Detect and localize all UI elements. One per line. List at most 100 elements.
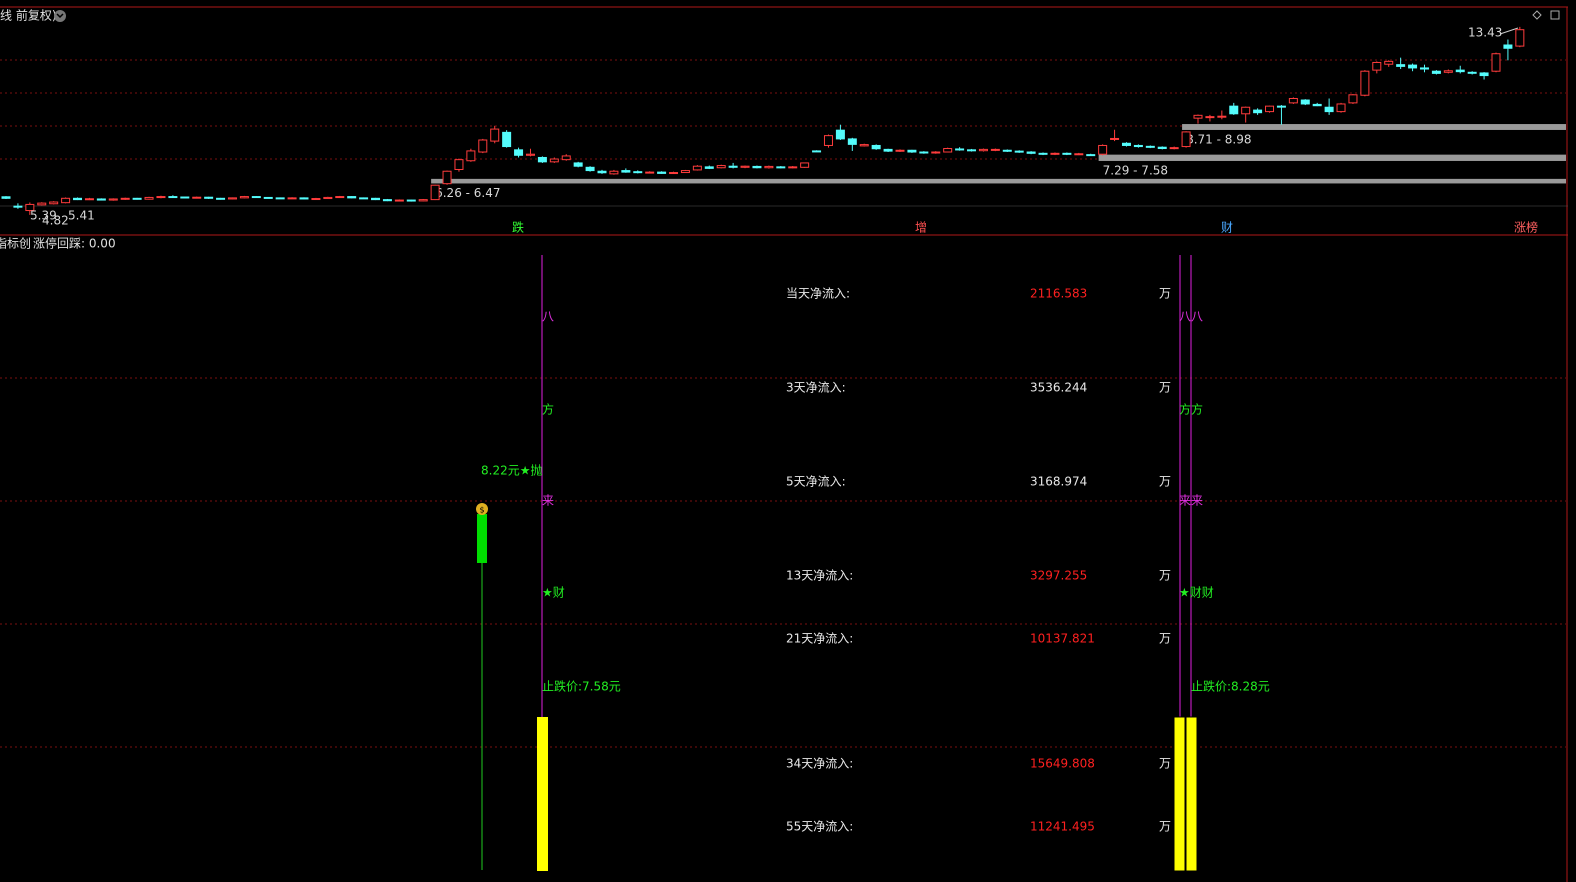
support-zone: [431, 178, 1566, 184]
candle-body: [1050, 152, 1060, 155]
inflow-value: 3297.255: [1030, 569, 1087, 583]
inflow-label: 当天净流入:: [786, 287, 850, 301]
candle-body: [1, 196, 11, 199]
candle-body: [1431, 70, 1441, 74]
inflow-label: 13天净流入:: [786, 569, 853, 583]
candle-body: [61, 197, 71, 204]
candle-body: [216, 197, 226, 200]
candle-body: [776, 166, 786, 169]
candle-body: [454, 159, 464, 170]
candle-body: [1479, 72, 1489, 77]
candle-body: [812, 150, 822, 153]
candle-body: [96, 198, 106, 201]
candle-body: [1086, 154, 1096, 157]
candle-body: [1014, 150, 1024, 153]
pointer-line: [1499, 27, 1519, 35]
signal-bar: [477, 514, 487, 563]
candle-body: [73, 197, 83, 201]
candle-body: [263, 196, 273, 199]
candle-body: [1372, 61, 1382, 71]
inflow-label: 34天净流入:: [786, 757, 853, 771]
icon[interactable]: [1532, 10, 1542, 20]
candle-body: [931, 151, 941, 154]
candle-body: [335, 196, 345, 199]
candle-body: [871, 144, 881, 150]
candle-body: [311, 198, 321, 201]
candle-body: [1193, 114, 1203, 119]
candle-body: [1062, 152, 1072, 155]
candle-body: [13, 205, 23, 208]
signal-text: 来来: [1179, 494, 1203, 508]
sell-label: 8.22元★抛: [481, 463, 542, 478]
candle-body: [204, 196, 214, 199]
signal-text: 方方: [1179, 402, 1203, 417]
candle-body: [144, 196, 154, 200]
candle-body: [371, 197, 381, 201]
icon[interactable]: [1550, 10, 1560, 20]
inflow-label: 21天净流入:: [786, 632, 853, 646]
candle-body: [561, 155, 571, 161]
candle-body: [1503, 44, 1513, 49]
inflow-label: 55天净流入:: [786, 820, 853, 834]
candle-body: [525, 153, 535, 156]
inflow-unit: 万: [1159, 287, 1171, 301]
dropdown-arrow: [56, 13, 64, 19]
inflow-label: 5天净流入:: [786, 475, 846, 489]
candle-body: [239, 196, 249, 199]
candle-body: [430, 184, 440, 201]
zone-label: 8.71 - 8.98: [1186, 132, 1251, 146]
signal-text: 来: [542, 494, 554, 508]
candle-body: [1419, 67, 1429, 70]
signal-marker: 跌: [512, 220, 524, 235]
candle-body: [382, 199, 392, 202]
inflow-unit: 万: [1159, 381, 1171, 395]
price-label: 4.82: [42, 214, 69, 228]
candle-body: [287, 197, 297, 200]
candle-body: [895, 149, 905, 152]
candle-body: [1145, 145, 1155, 148]
inflow-label: 3天净流入:: [786, 381, 846, 395]
support-zone: [1182, 124, 1566, 130]
candle-body: [847, 138, 857, 145]
candle-body: [1515, 29, 1525, 47]
candle-body: [955, 148, 965, 151]
candle-body: [490, 128, 500, 142]
candle-body: [1265, 105, 1275, 113]
candle-body: [669, 172, 679, 175]
candle-body: [800, 162, 810, 168]
signal-text: ★财财: [1179, 586, 1214, 600]
candle-body: [323, 196, 333, 200]
candle-body: [859, 144, 869, 147]
candle-body: [192, 196, 202, 199]
signal-marker: 涨榜: [1514, 220, 1538, 235]
inflow-unit: 万: [1159, 757, 1171, 771]
inflow-unit: 万: [1159, 475, 1171, 489]
candle-body: [645, 171, 655, 174]
candle-body: [692, 165, 702, 171]
candle-body: [108, 198, 118, 201]
support-zone: [1098, 154, 1566, 161]
candle-body: [1408, 64, 1418, 69]
signal-text: 方: [542, 402, 554, 417]
candle-body: [442, 170, 452, 185]
inflow-unit: 万: [1159, 569, 1171, 583]
candle-body: [1038, 152, 1048, 155]
money-icon-glyph: $: [479, 506, 484, 515]
candle-body: [1217, 115, 1227, 118]
inflow-value: 3168.974: [1030, 475, 1087, 489]
inflow-unit: 万: [1159, 820, 1171, 834]
candle-body: [633, 171, 643, 174]
candle-body: [621, 170, 631, 173]
candle-body: [1455, 69, 1465, 73]
candle-body: [1121, 142, 1131, 146]
candle-body: [514, 149, 524, 156]
candle-body: [1300, 99, 1310, 105]
inflow-value: 10137.821: [1030, 632, 1095, 646]
signal-marker: 增: [915, 221, 927, 235]
inflow-value: 15649.808: [1030, 757, 1095, 771]
inflow-value: 11241.495: [1030, 820, 1095, 834]
candle-body: [120, 197, 130, 200]
candle-body: [1312, 103, 1322, 107]
candle-body: [1157, 146, 1167, 150]
